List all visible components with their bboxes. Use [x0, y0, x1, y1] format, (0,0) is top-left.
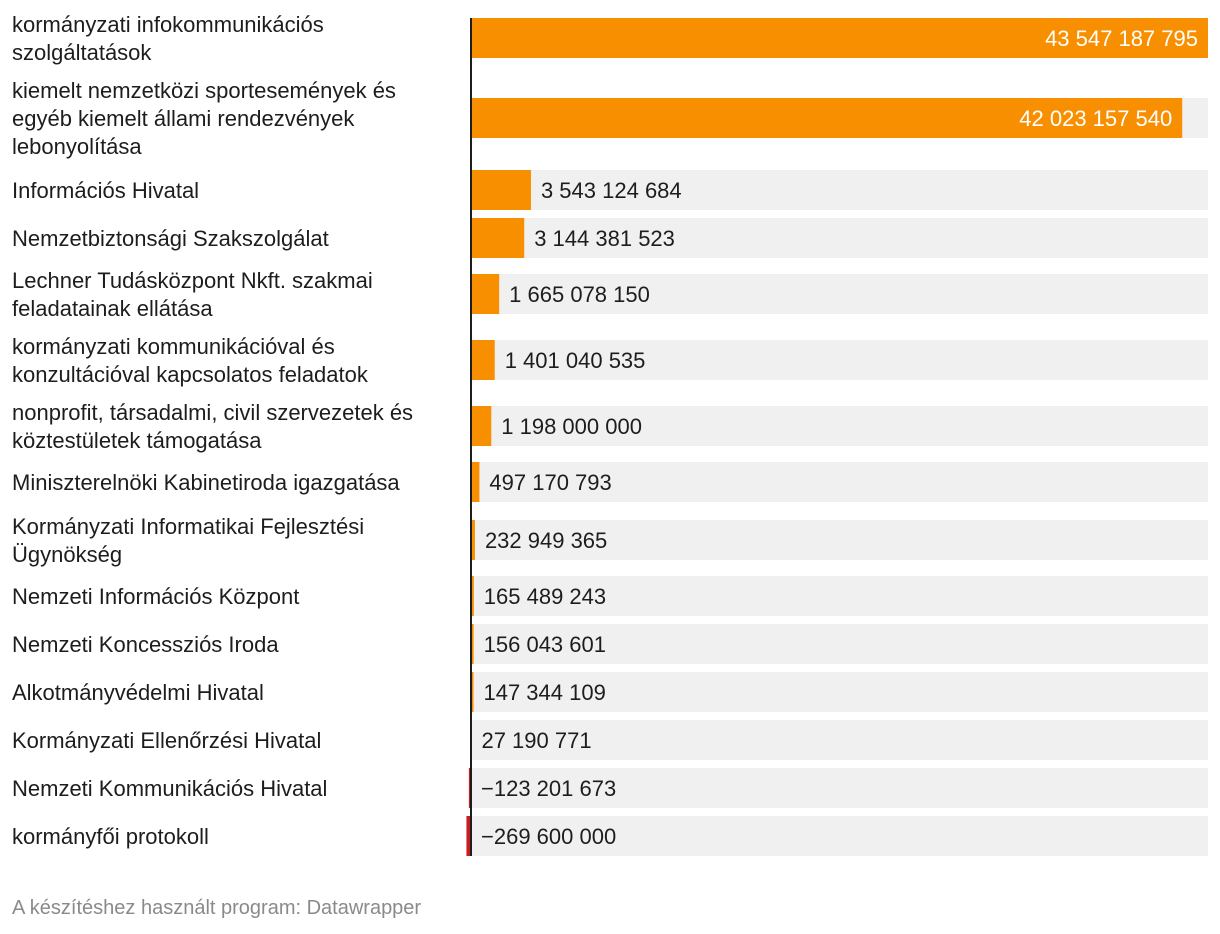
bar-background: [471, 816, 1208, 856]
category-label-line: kormányfői protokoll: [12, 824, 209, 849]
value-label: 165 489 243: [484, 584, 606, 609]
value-label: 3 543 124 684: [541, 178, 682, 203]
category-label: kormányzati kommunikációval és konzultáci…: [12, 334, 369, 387]
value-label: 3 144 381 523: [534, 226, 675, 251]
category-label-line: Nemzeti Információs Központ: [12, 584, 299, 609]
category-label-line: Miniszterelnöki Kabinetiroda igazgatása: [12, 470, 400, 495]
category-label: kiemelt nemzetközi sportesemények és egyé…: [12, 78, 396, 159]
bar-background: [471, 672, 1208, 712]
category-label-line: nonprofit, társadalmi, civil szervezetek…: [12, 400, 413, 425]
bar-background: [471, 218, 1208, 258]
value-label: 42 023 157 540: [1019, 106, 1172, 131]
category-label: nonprofit, társadalmi, civil szervezetek…: [12, 400, 413, 453]
bar-background: [471, 170, 1208, 210]
category-label-line: konzultációval kapcsolatos feladatok: [12, 362, 369, 387]
category-label: Kormányzati Informatikai Fejlesztési Ügyn…: [12, 514, 364, 567]
value-label: 1 198 000 000: [501, 414, 642, 439]
bar-background: [471, 768, 1208, 808]
category-label: Nemzeti Kommunikációs Hivatal: [12, 776, 327, 801]
value-labels: 43 547 187 795 42 023 157 540 3 543 124 68…: [481, 26, 1198, 849]
category-label: Alkotmányvédelmi Hivatal: [12, 680, 264, 705]
category-label-line: Információs Hivatal: [12, 178, 199, 203]
bar: [471, 18, 1208, 58]
category-label: Nemzetbiztonsági Szakszolgálat: [12, 226, 329, 251]
bar: [471, 340, 495, 380]
category-label-line: kormányzati infokommunikációs: [12, 12, 324, 37]
bar: [471, 672, 474, 712]
category-label-line: Lechner Tudásközpont Nkft. szakmai: [12, 268, 373, 293]
category-labels: kormányzati infokommunikációs szolgáltatá…: [12, 12, 413, 849]
category-label-line: Nemzeti Koncessziós Iroda: [12, 632, 279, 657]
value-label: 1 401 040 535: [505, 348, 646, 373]
category-label-line: lebonyolítása: [12, 134, 142, 159]
category-label: Nemzeti Koncessziós Iroda: [12, 632, 279, 657]
bar-background: [471, 462, 1208, 502]
value-label: −269 600 000: [481, 824, 616, 849]
bar: [471, 624, 474, 664]
bar: [466, 816, 471, 856]
category-label-line: kormányzati kommunikációval és: [12, 334, 335, 359]
bar-background: [471, 624, 1208, 664]
value-label: 147 344 109: [483, 680, 605, 705]
bar: [471, 98, 1183, 138]
category-label-line: feladatainak ellátása: [12, 296, 213, 321]
category-label: Miniszterelnöki Kabinetiroda igazgatása: [12, 470, 400, 495]
category-label-line: Ügynökség: [12, 542, 122, 567]
category-label-line: szolgáltatások: [12, 40, 152, 65]
bar: [471, 576, 474, 616]
value-label: 1 665 078 150: [509, 282, 650, 307]
bar-background: [471, 274, 1208, 314]
value-label: 497 170 793: [489, 470, 611, 495]
category-label-line: kiemelt nemzetközi sportesemények és: [12, 78, 396, 103]
value-label: 43 547 187 795: [1045, 26, 1198, 51]
category-label: Kormányzati Ellenőrzési Hivatal: [12, 728, 321, 753]
bar-background: [471, 720, 1208, 760]
bar-background: [471, 340, 1208, 380]
category-label-line: Alkotmányvédelmi Hivatal: [12, 680, 264, 705]
category-label: Lechner Tudásközpont Nkft. szakmai felada…: [12, 268, 373, 321]
bar-background: [471, 520, 1208, 560]
bar: [471, 406, 492, 446]
bar: [471, 218, 525, 258]
value-label: −123 201 673: [481, 776, 616, 801]
category-label-line: Kormányzati Ellenőrzési Hivatal: [12, 728, 321, 753]
value-label: 232 949 365: [485, 528, 607, 553]
category-label-line: köztestületek támogatása: [12, 428, 262, 453]
bar: [471, 170, 531, 210]
category-label: kormányzati infokommunikációs szolgáltatá…: [12, 12, 324, 65]
value-label: 156 043 601: [484, 632, 606, 657]
category-label: kormányfői protokoll: [12, 824, 209, 849]
bars: [466, 18, 1208, 856]
bar: [468, 768, 471, 808]
category-label-line: egyéb kiemelt állami rendezvények: [12, 106, 355, 131]
bar: [471, 520, 475, 560]
category-label-line: Nemzetbiztonsági Szakszolgálat: [12, 226, 329, 251]
bar-background: [471, 406, 1208, 446]
category-label-line: Nemzeti Kommunikációs Hivatal: [12, 776, 327, 801]
category-label: Információs Hivatal: [12, 178, 199, 203]
value-label: 27 190 771: [481, 728, 591, 753]
category-label-line: Kormányzati Informatikai Fejlesztési: [12, 514, 364, 539]
credit-text: A készítéshez használt program: Datawrap…: [12, 897, 422, 919]
category-label: Nemzeti Információs Központ: [12, 584, 299, 609]
bar-background: [471, 576, 1208, 616]
bar: [471, 274, 500, 314]
bar: [471, 462, 480, 502]
